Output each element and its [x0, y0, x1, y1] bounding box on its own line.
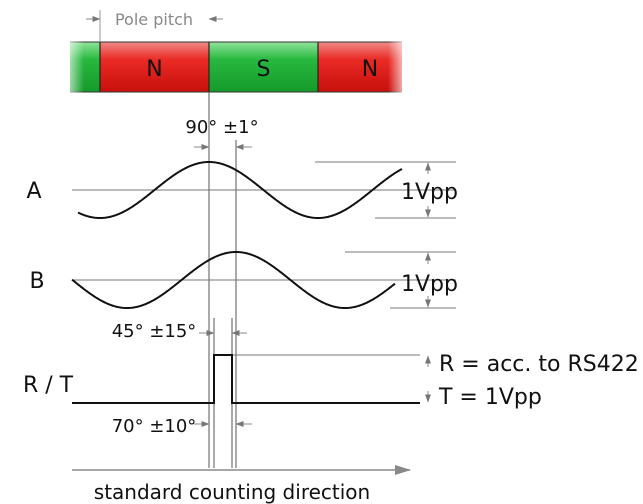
magnetic-scale: N S N	[60, 40, 410, 94]
reference-width-label: 45° ±15°	[112, 321, 197, 342]
signal-b-label: B	[29, 269, 44, 294]
signal-b-waveform	[71, 250, 396, 310]
pole-segment-north-1	[100, 42, 209, 92]
signal-rt-label: R / T	[23, 373, 74, 398]
signal-b-amplitude: 1Vpp	[401, 272, 458, 297]
pole-label-n2: N	[362, 57, 378, 82]
direction-label: standard counting direction	[94, 480, 370, 504]
t-description: T = 1Vpp	[438, 385, 542, 410]
counting-direction: standard counting direction	[72, 465, 411, 504]
signal-a-waveform	[77, 160, 403, 220]
pole-segment-south	[209, 42, 318, 92]
signal-a-label: A	[26, 179, 41, 204]
signal-reference: 45° ±15° R / T R = acc. to RS422 T = 1Vp…	[23, 321, 639, 437]
signal-a: A 1Vpp	[26, 160, 458, 220]
reference-pulse	[72, 354, 420, 404]
phase-offset-label: 90° ±1°	[185, 117, 258, 138]
signal-b: B 1Vpp	[29, 250, 458, 310]
phase-offset-dimension: 90° ±1°	[185, 117, 259, 150]
pole-pitch-label: Pole pitch	[115, 10, 193, 29]
pole-label-s: S	[257, 57, 271, 82]
pole-label-n1: N	[146, 57, 162, 82]
reference-offset-label: 70° ±10°	[112, 416, 197, 437]
pole-pitch-dimension: Pole pitch	[86, 10, 223, 42]
r-description: R = acc. to RS422	[439, 352, 639, 377]
signal-a-amplitude: 1Vpp	[401, 180, 458, 205]
